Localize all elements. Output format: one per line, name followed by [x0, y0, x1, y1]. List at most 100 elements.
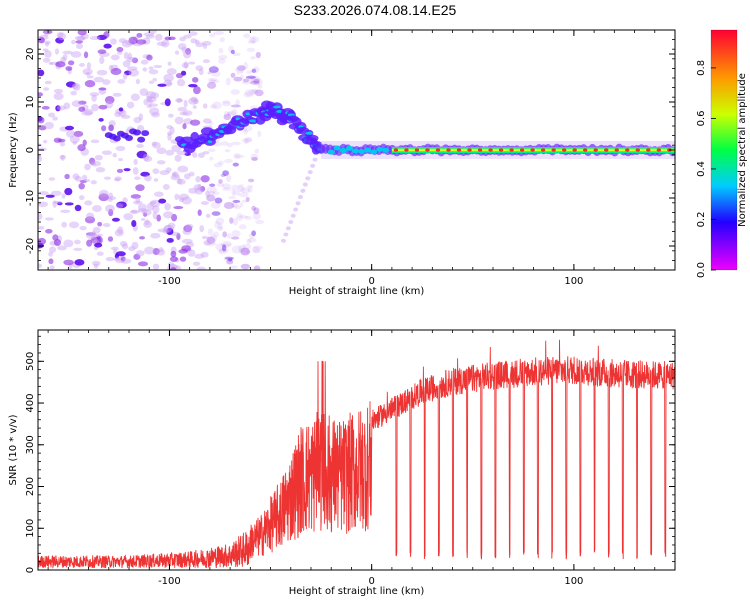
tail-blob — [285, 226, 291, 231]
noise-blob — [193, 98, 199, 105]
noise-blob — [136, 143, 144, 149]
noise-blob — [212, 101, 222, 110]
noise-blob — [172, 171, 179, 179]
noise-blob — [130, 209, 138, 214]
noise-blob — [108, 192, 114, 199]
bot-xtick-label: 0 — [368, 576, 374, 587]
noise-blob — [72, 173, 80, 180]
noise-blob — [194, 39, 200, 45]
colorbar-tick-label: 0.0 — [696, 262, 707, 278]
noise-blob — [57, 32, 66, 41]
noise-blob — [135, 196, 141, 204]
noise-blob — [164, 98, 171, 107]
bot-ytick-label: 100 — [25, 519, 36, 538]
noise-blob — [131, 220, 137, 228]
noise-blob — [202, 59, 211, 63]
noise-blob — [83, 51, 89, 59]
noise-blob — [223, 256, 232, 262]
noise-blob — [156, 160, 166, 165]
noise-blob — [110, 67, 122, 76]
noise-blob — [176, 78, 186, 87]
top-ylabel: Frequency (Hz) — [8, 112, 19, 188]
noise-blob — [128, 246, 136, 252]
top-xlabel: Height of straight line (km) — [289, 286, 425, 297]
noise-blob — [244, 215, 252, 220]
noise-blob — [188, 171, 195, 177]
noise-blob — [110, 54, 120, 61]
tail-blob — [280, 238, 286, 243]
noise-blob — [231, 202, 239, 208]
noise-blob — [146, 54, 153, 61]
bot-ytick-label: 400 — [25, 393, 36, 412]
noise-blob — [71, 83, 79, 89]
noise-blob — [77, 144, 86, 152]
tail-blob — [293, 207, 299, 212]
noise-blob — [112, 152, 117, 158]
noise-blob — [146, 202, 155, 211]
noise-blob — [54, 48, 60, 55]
noise-blob — [96, 251, 104, 256]
noise-blob — [169, 256, 178, 263]
noise-blob — [120, 114, 131, 119]
noise-blob — [89, 92, 100, 97]
noise-blob — [231, 141, 242, 146]
noise-blob — [92, 204, 102, 213]
noise-blob — [143, 98, 149, 106]
noise-blob — [209, 104, 218, 109]
noise-blob — [195, 65, 204, 71]
stable-line-peak — [572, 148, 577, 152]
noise-blob — [218, 179, 223, 184]
noise-blob — [63, 259, 74, 266]
noise-blob — [107, 236, 114, 242]
noise-blob — [38, 263, 42, 269]
noise-blob — [121, 243, 129, 250]
stable-line-peak — [404, 148, 409, 152]
noise-blob — [84, 163, 91, 171]
noise-blob — [115, 145, 126, 152]
stable-line-core — [370, 149, 378, 155]
noise-blob — [91, 94, 97, 102]
noise-blob — [181, 62, 189, 69]
noise-blob — [174, 193, 180, 201]
noise-blob — [246, 184, 254, 189]
noise-blob — [44, 80, 52, 85]
noise-blob — [149, 107, 160, 116]
noise-blob — [99, 56, 105, 65]
noise-blob — [38, 37, 45, 44]
noise-blob — [59, 154, 67, 160]
noise-blob — [165, 167, 172, 173]
noise-blob — [181, 46, 187, 53]
noise-blob — [78, 100, 87, 105]
noise-blob — [205, 190, 210, 197]
noise-blob — [184, 223, 194, 230]
noise-blob — [226, 233, 232, 239]
noise-blob — [177, 178, 183, 185]
noise-blob — [226, 174, 232, 183]
noise-blob — [98, 117, 104, 122]
noise-blob — [208, 120, 214, 126]
noise-blob — [218, 47, 224, 54]
noise-blob — [82, 139, 87, 147]
noise-blob — [176, 178, 186, 185]
noise-blob — [128, 68, 139, 77]
noise-blob — [244, 136, 252, 142]
noise-blob — [201, 235, 208, 240]
top-xtick-label: 100 — [564, 276, 583, 287]
noise-blob — [42, 48, 49, 52]
noise-blob — [175, 72, 184, 79]
noise-blob — [162, 184, 170, 191]
noise-blob — [96, 236, 103, 245]
noise-blob — [239, 202, 244, 207]
noise-blob — [104, 95, 115, 104]
noise-blob — [218, 54, 228, 60]
noise-blob — [152, 205, 160, 214]
noise-blob — [210, 201, 221, 209]
ridge-core — [235, 117, 240, 121]
noise-blob — [205, 213, 211, 218]
stable-line-core — [351, 148, 359, 154]
noise-blob — [197, 152, 205, 158]
noise-blob — [176, 150, 188, 156]
noise-blob — [231, 108, 238, 117]
noise-blob — [161, 39, 170, 48]
stable-line-peak — [498, 148, 504, 152]
